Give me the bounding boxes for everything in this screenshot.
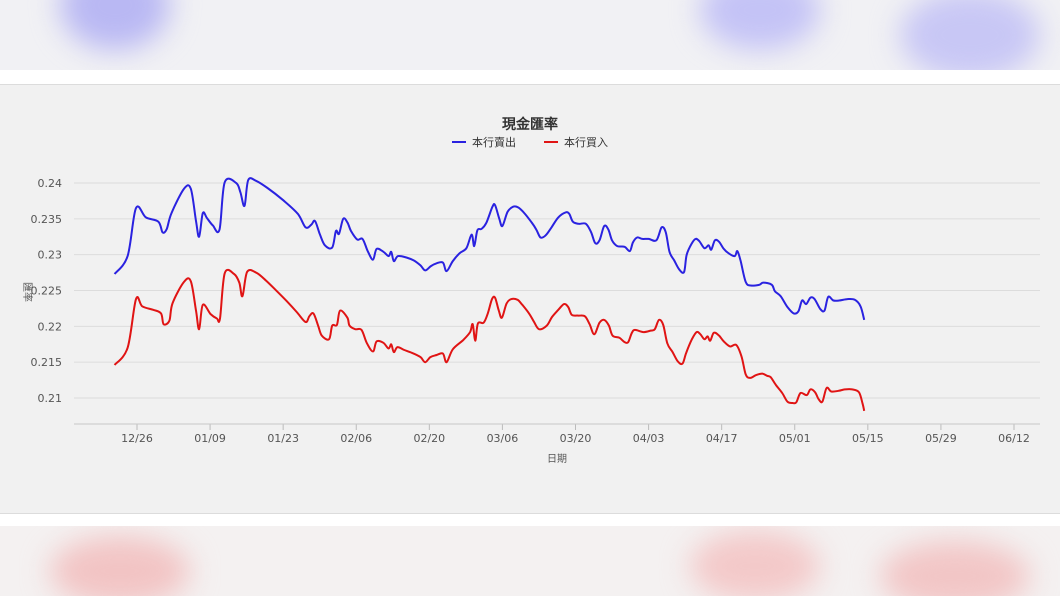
x-tick-label: 03/06 [487,432,519,445]
y-axis-label: 匯率 [21,282,34,302]
x-tick-label: 01/09 [194,432,226,445]
y-tick-label: 0.21 [38,392,63,405]
legend-item-buy[interactable]: 本行買入 [544,134,608,150]
x-tick-label: 05/01 [779,432,811,445]
x-axis-ticks: 12/26 01/09 01/23 02/06 02/20 03/06 03/20 04/03… [121,424,1030,445]
x-tick-label: 04/03 [633,432,665,445]
x-axis-label: 日期 [547,453,567,465]
y-tick-label: 0.23 [38,249,63,262]
x-tick-label: 12/26 [121,432,153,445]
legend-label-buy: 本行買入 [564,136,608,149]
y-tick-label: 0.215 [31,356,63,369]
x-tick-label: 06/12 [998,432,1030,445]
x-tick-label: 04/17 [706,432,738,445]
legend-item-sell[interactable]: 本行賣出 [452,134,516,150]
series-lines [113,177,866,412]
x-tick-label: 03/20 [560,432,592,445]
y-tick-label: 0.235 [31,213,63,226]
y-tick-label: 0.225 [31,285,63,298]
chart-title: 現金匯率 [502,117,558,133]
x-tick-label: 05/29 [925,432,957,445]
legend-label-sell: 本行賣出 [472,136,516,149]
chart-legend: 本行賣出 本行買入 [0,134,1060,150]
blurred-background-bottom [0,526,1060,596]
legend-swatch-buy [544,141,558,143]
x-tick-label: 05/15 [852,432,884,445]
series-line-buy[interactable] [113,268,866,412]
y-axis-ticks: 0.24 0.235 0.23 0.225 0.22 0.215 0.21 [31,177,63,405]
grid-lines [74,182,1040,399]
y-tick-label: 0.22 [38,320,63,333]
y-tick-label: 0.24 [38,177,63,190]
x-tick-label: 01/23 [267,432,299,445]
chart-panel [0,84,1060,514]
x-tick-label: 02/20 [413,432,445,445]
x-tick-label: 02/06 [340,432,372,445]
blurred-background-top [0,0,1060,70]
legend-swatch-sell [452,141,466,143]
series-line-sell[interactable] [113,177,866,321]
